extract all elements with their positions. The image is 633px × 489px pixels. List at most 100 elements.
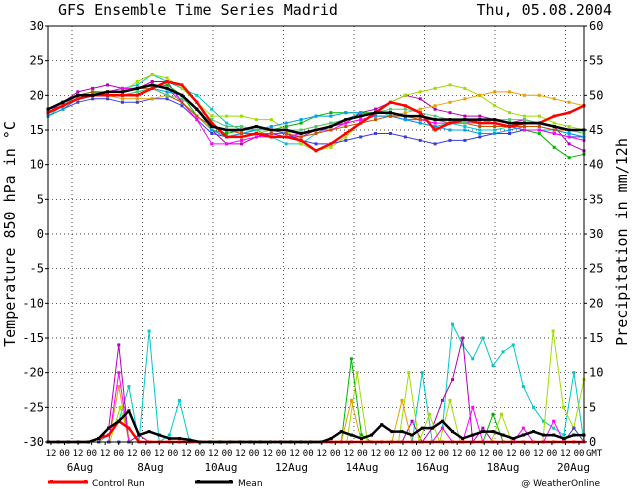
- temperature-member-line-point: [403, 111, 407, 115]
- temperature-member-line-point: [240, 131, 244, 135]
- temperature-member-line-point: [433, 114, 437, 118]
- x-hour-label: 00: [113, 449, 124, 459]
- temperature-member-line: [47, 74, 585, 152]
- precipitation-mean-line-point: [390, 430, 394, 434]
- precipitation-member-line-point: [471, 405, 475, 409]
- temperature-control-line-point: [195, 100, 199, 104]
- temperature-member-line-point: [150, 97, 154, 101]
- temperature-member-line-point: [210, 114, 214, 118]
- temperature-mean-line-point: [254, 125, 258, 129]
- precipitation-member-line-point: [511, 343, 515, 347]
- precipitation-member-line-point: [420, 371, 424, 375]
- temperature-mean-line-point: [448, 118, 452, 122]
- temperature-member-line-point: [284, 121, 288, 125]
- right-tick-label: 35: [589, 192, 603, 206]
- left-tick-label: -15: [22, 331, 44, 345]
- precipitation-member-line-point: [551, 329, 555, 333]
- temperature-mean-line-point: [106, 90, 110, 94]
- temperature-control-line-point: [314, 149, 318, 153]
- precipitation-mean-line-point: [107, 426, 111, 430]
- temperature-mean-line-point: [403, 114, 407, 118]
- temperature-mean-line-point: [195, 107, 199, 111]
- temperature-member-line-point: [478, 114, 482, 118]
- temperature-member-line-point: [314, 114, 318, 118]
- left-tick-label: 20: [30, 88, 44, 102]
- x-hour-label: 12: [289, 449, 300, 459]
- temperature-member-line-point: [388, 107, 392, 111]
- temperature-member-line-point: [403, 118, 407, 122]
- temperature-member-line-point: [165, 97, 169, 101]
- temperature-control-line-point: [180, 83, 184, 87]
- temperature-member-line-point: [493, 128, 497, 132]
- x-hour-label: 12: [425, 449, 436, 459]
- temperature-member-line-point: [418, 118, 422, 122]
- temperature-member-line-point: [329, 111, 333, 115]
- x-day-label: 6Aug: [67, 461, 94, 474]
- temperature-mean-line-point: [359, 114, 363, 118]
- temperature-member-line-point: [135, 90, 139, 94]
- temperature-member-line-point: [329, 114, 333, 118]
- temperature-member-line-point: [374, 114, 378, 118]
- temperature-control-line-point: [388, 100, 392, 104]
- precipitation-mean-line-point: [430, 426, 434, 430]
- temperature-mean-line-point: [135, 86, 139, 90]
- temperature-member-line-point: [240, 125, 244, 129]
- temperature-member-line-point: [522, 118, 526, 122]
- temperature-member-line-point: [403, 135, 407, 139]
- temperature-mean-line-point: [418, 114, 422, 118]
- precipitation-member-line-point: [117, 371, 121, 375]
- temperature-control-line-point: [225, 135, 229, 139]
- temperature-member-line-point: [135, 100, 139, 104]
- x-hour-label: 12: [560, 449, 571, 459]
- temperature-mean-line-point: [269, 128, 273, 132]
- x-hour-label: 00: [86, 449, 97, 459]
- temperature-member-line-point: [567, 100, 571, 104]
- temperature-member-line-point: [61, 107, 65, 111]
- x-day-label: 10Aug: [204, 461, 237, 474]
- temperature-control-line-point: [150, 86, 154, 90]
- x-hour-label: 12: [479, 449, 490, 459]
- temperature-member-line-point: [522, 114, 526, 118]
- x-hour-label: 00: [303, 449, 314, 459]
- temperature-mean-line-point: [478, 118, 482, 122]
- x-gmt-label: GMT: [586, 449, 603, 459]
- precipitation-mean-line-point: [380, 423, 384, 427]
- temperature-member-line-point: [493, 131, 497, 135]
- legend-label-control-run: Control Run: [92, 479, 145, 489]
- right-tick-label: 60: [589, 19, 603, 33]
- precipitation-mean-line-point: [147, 430, 151, 434]
- x-axis-ticks: 12 00 12 00 12 00 12 00 12 00 12 00 12 00 12 00 12 00 12 00…: [46, 442, 603, 474]
- left-axis-label: Temperature 850 hPa in °C: [1, 121, 19, 347]
- temperature-member-line-point: [314, 125, 318, 129]
- temperature-mean-line-point: [165, 86, 169, 90]
- left-tick-label: 10: [30, 158, 44, 172]
- precipitation-mean-line-point: [531, 430, 535, 434]
- x-hour-label: 00: [140, 449, 151, 459]
- temperature-control-line-point: [552, 114, 556, 118]
- temperature-mean-line-point: [61, 100, 65, 104]
- x-hour-label: 12: [343, 449, 354, 459]
- temperature-mean-line-point: [537, 121, 541, 125]
- temperature-control-line-point: [478, 121, 482, 125]
- temperature-member-line-point: [463, 138, 467, 142]
- precipitation-mean-line-point: [177, 437, 181, 441]
- x-hour-label: 00: [384, 449, 395, 459]
- precipitation-member-line-point: [561, 405, 565, 409]
- temperature-member-line-point: [359, 118, 363, 122]
- precipitation-member-line-point: [117, 385, 121, 389]
- temperature-member-line-point: [493, 125, 497, 129]
- temperature-mean-line-point: [150, 83, 154, 87]
- x-hour-label: 12: [208, 449, 219, 459]
- temperature-member-line-point: [240, 142, 244, 146]
- x-hour-label: 12: [73, 449, 84, 459]
- left-tick-label: -30: [22, 435, 44, 449]
- x-hour-label: 12: [127, 449, 138, 459]
- temperature-member-line-point: [180, 86, 184, 90]
- x-hour-label: 00: [465, 449, 476, 459]
- precipitation-member-line-point: [118, 405, 122, 409]
- precipitation-member-line-point: [117, 343, 121, 347]
- temperature-member-line-point: [106, 83, 110, 87]
- precipitation-member-line-point: [167, 433, 171, 437]
- precipitation-series-group: [46, 322, 586, 444]
- temperature-member-line-point: [299, 118, 303, 122]
